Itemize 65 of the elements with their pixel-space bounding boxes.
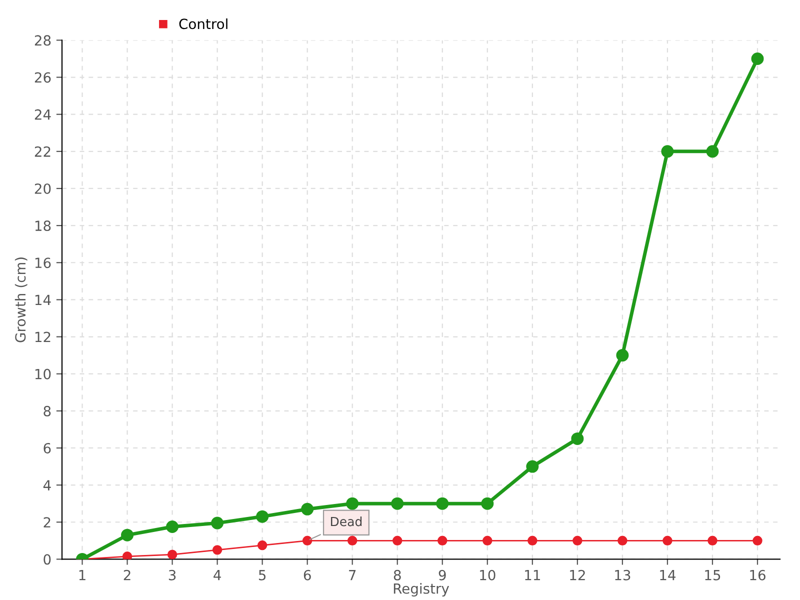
legend-label: Control (179, 18, 228, 30)
point (122, 552, 132, 560)
point (302, 536, 312, 546)
point (481, 497, 494, 510)
point (346, 497, 359, 510)
x-tick-label: 15 (705, 570, 720, 580)
y-tick-label: 28 (34, 35, 51, 46)
x-tick-label: 7 (349, 570, 356, 580)
y-tick-label: 12 (35, 332, 50, 342)
x-tick-label: 11 (525, 570, 540, 580)
y-tick-label: 6 (44, 442, 51, 454)
y-tick-label: 14 (35, 294, 51, 305)
x-tick-label: 1 (79, 570, 86, 580)
x-axis-title: Registry (394, 583, 450, 596)
point (438, 536, 448, 546)
x-tick-label: 14 (660, 570, 676, 580)
point (706, 145, 719, 158)
x-tick-label: 2 (124, 570, 130, 580)
point (212, 545, 222, 555)
y-axis-title: Growth (cm) (14, 258, 28, 342)
y-tick-label: 0 (44, 554, 51, 565)
point (482, 536, 492, 546)
y-tick-label: 26 (34, 72, 51, 83)
point (256, 510, 269, 523)
x-tick-label: 9 (438, 570, 446, 580)
point (708, 536, 718, 546)
point (618, 536, 628, 546)
point (662, 536, 672, 546)
y-tick-label: 16 (35, 258, 51, 268)
point (392, 536, 402, 546)
point (166, 520, 179, 534)
point (661, 145, 674, 158)
point (752, 536, 762, 546)
point (571, 432, 584, 445)
point (526, 460, 539, 473)
x-tick-label: 16 (750, 570, 766, 580)
x-tick-label: 6 (304, 570, 311, 580)
y-tick-label: 10 (35, 368, 51, 380)
annotation: Dead (330, 516, 362, 526)
point (301, 502, 314, 516)
x-tick-label: 5 (258, 570, 266, 580)
y-tick-label: 20 (34, 183, 51, 194)
point (616, 349, 629, 362)
y-tick-label: 8 (44, 406, 51, 416)
point (211, 516, 224, 530)
point (436, 497, 449, 510)
y-tick-label: 2 (44, 517, 50, 528)
point (121, 528, 134, 542)
x-tick-label: 3 (168, 570, 176, 580)
point (257, 540, 268, 550)
point (572, 536, 582, 546)
point (167, 550, 178, 560)
x-tick-label: 13 (615, 570, 630, 580)
x-tick-label: 8 (394, 570, 401, 580)
x-tick-label: 10 (480, 570, 496, 580)
y-tick-label: 18 (35, 220, 51, 232)
point (751, 52, 764, 65)
x-tick-label: 12 (570, 570, 585, 580)
y-tick-label: 24 (34, 109, 51, 120)
point (528, 536, 538, 546)
point (391, 497, 404, 510)
point (347, 536, 358, 546)
y-tick-label: 4 (43, 480, 51, 490)
y-tick-label: 22 (34, 146, 50, 157)
x-tick-label: 4 (214, 570, 221, 580)
